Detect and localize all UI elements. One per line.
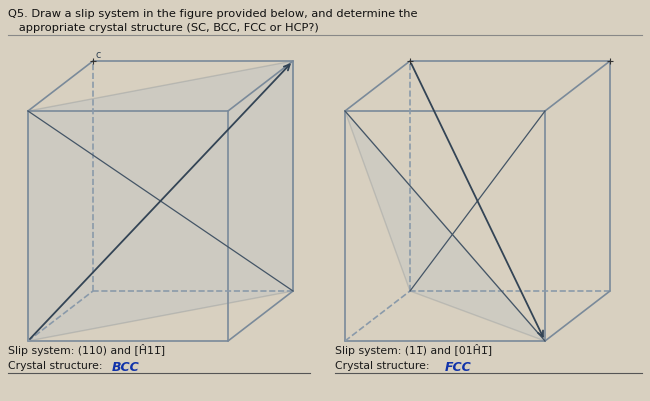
Text: appropriate crystal structure (SC, BCC, FCC or HCP?): appropriate crystal structure (SC, BCC, … [8,23,318,33]
Text: Slip system: (11̅) and [01Ĥ1̅]: Slip system: (11̅) and [01Ĥ1̅] [335,344,492,356]
Text: Q5. Draw a slip system in the figure provided below, and determine the: Q5. Draw a slip system in the figure pro… [8,9,417,19]
Text: Slip system: (110) and [Ĥ11̅]: Slip system: (110) and [Ĥ11̅] [8,344,165,356]
Text: BCC: BCC [112,361,140,374]
Text: Crystal structure:: Crystal structure: [335,361,433,371]
Polygon shape [28,61,293,341]
Text: FCC: FCC [445,361,472,374]
Polygon shape [345,111,545,341]
Text: c: c [95,50,100,60]
Text: Crystal structure:: Crystal structure: [8,361,106,371]
